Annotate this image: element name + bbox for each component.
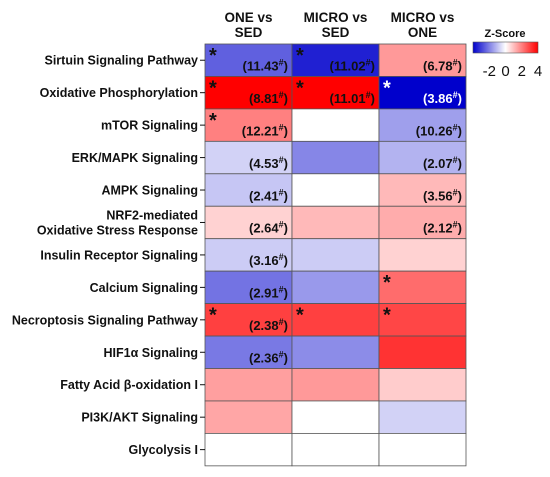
p-value-label: (12.21#) xyxy=(242,122,288,138)
legend-tick-label: 2 xyxy=(518,63,526,80)
heatmap-cell xyxy=(291,140,380,175)
heatmap-cell xyxy=(378,76,467,110)
heatmap-cell xyxy=(378,303,467,337)
legend-tick-label: 0 xyxy=(501,63,509,80)
p-value-label: (4.53#) xyxy=(249,155,288,171)
heatmap-cell xyxy=(291,270,380,304)
row-label: Necroptosis Signaling Pathway xyxy=(12,313,198,327)
heatmap-cell xyxy=(378,400,467,434)
row-label: Oxidative Phosphorylation xyxy=(40,86,198,100)
row-label: HIF1α Signaling xyxy=(104,346,199,360)
heatmap-cell xyxy=(378,432,467,467)
column-header: ONE xyxy=(408,25,437,40)
significance-star: * xyxy=(383,272,391,294)
legend-tick-label: 4 xyxy=(534,63,542,80)
p-value-label: (2.91#) xyxy=(249,285,288,301)
heatmap-cell xyxy=(291,400,380,434)
p-value-label: (2.41#) xyxy=(249,187,288,203)
heatmap-cell xyxy=(291,303,380,337)
heatmap-cell xyxy=(204,238,293,272)
column-header: MICRO vs xyxy=(391,10,455,25)
heatmap-cell xyxy=(291,368,380,402)
significance-star: * xyxy=(209,77,217,99)
row-label: Oxidative Stress Response xyxy=(37,223,198,237)
legend-color-bar xyxy=(472,41,539,54)
row-labels: Sirtuin Signaling Pathway Oxidative Phosp… xyxy=(12,54,205,457)
p-value-label: (2.38#) xyxy=(249,317,288,333)
heatmap-cell xyxy=(204,43,293,77)
row-label: Sirtuin Signaling Pathway xyxy=(45,54,199,68)
significance-star: * xyxy=(383,305,391,327)
heatmap-cell xyxy=(378,205,467,240)
heatmap-cell xyxy=(291,76,380,110)
heatmap-cell xyxy=(378,368,467,402)
significance-star: * xyxy=(209,45,217,67)
significance-star: * xyxy=(296,305,304,327)
row-label: NRF2-mediated xyxy=(106,208,198,222)
row-label: Fatty Acid β-oxidation I xyxy=(60,378,198,392)
heatmap-cell xyxy=(378,270,467,304)
p-value-label: (3.16#) xyxy=(249,252,288,268)
heatmap-cell xyxy=(378,335,467,369)
p-value-label: (2.36#) xyxy=(249,350,288,366)
heatmap-cell xyxy=(291,173,380,207)
column-header: MICRO vs xyxy=(304,10,368,25)
p-value-label: (2.64#) xyxy=(249,220,288,236)
color-legend: Z-Score -2 0 2 4 xyxy=(472,28,542,80)
heatmap-cell xyxy=(291,108,380,142)
row-label: mTOR Signaling xyxy=(101,119,198,133)
heatmap-cell xyxy=(204,400,293,434)
significance-star: * xyxy=(209,305,217,327)
heatmap-cell xyxy=(291,205,380,240)
row-label: PI3K/AKT Signaling xyxy=(81,411,198,425)
column-header: SED xyxy=(235,25,263,40)
heatmap-cells: * (11.43#) * (11.02#) (6.78#) * (8.81#) * (11.01… xyxy=(204,43,467,467)
p-value-label: (11.01#) xyxy=(329,90,375,106)
p-value-label: (11.02#) xyxy=(329,57,375,73)
p-value-label: (3.56#) xyxy=(423,187,462,203)
heatmap-cell xyxy=(291,432,380,467)
p-value-label: (2.07#) xyxy=(423,155,462,171)
significance-star: * xyxy=(383,77,391,99)
heatmap-cell xyxy=(378,108,467,142)
heatmap-cell xyxy=(204,108,293,142)
row-label: AMPK Signaling xyxy=(101,184,198,198)
p-value-label: (10.26#) xyxy=(416,122,462,138)
row-label: ERK/MAPK Signaling xyxy=(72,151,198,165)
heatmap-cell xyxy=(378,173,467,207)
column-header: ONE vs xyxy=(224,10,272,25)
row-label: Insulin Receptor Signaling xyxy=(40,248,198,262)
significance-star: * xyxy=(209,110,217,132)
heatmap-cell xyxy=(204,368,293,402)
row-label: Glycolysis I xyxy=(129,443,198,457)
p-value-label: (3.86#) xyxy=(423,90,462,106)
p-value-label: (6.78#) xyxy=(423,57,462,73)
row-label: Calcium Signaling xyxy=(90,281,198,295)
heatmap-cell xyxy=(291,335,380,369)
heatmap-cell xyxy=(378,238,467,272)
column-header: SED xyxy=(322,25,350,40)
heatmap-cell xyxy=(291,238,380,272)
significance-star: * xyxy=(296,45,304,67)
p-value-label: (11.43#) xyxy=(242,57,288,73)
legend-tick-label: -2 xyxy=(483,63,496,80)
heatmap-cell xyxy=(204,140,293,175)
legend-title: Z-Score xyxy=(485,28,526,40)
heatmap-cell xyxy=(204,335,293,369)
heatmap-cell xyxy=(204,432,293,467)
significance-star: * xyxy=(296,77,304,99)
p-value-label: (2.12#) xyxy=(423,220,462,236)
p-value-label: (8.81#) xyxy=(249,90,288,106)
